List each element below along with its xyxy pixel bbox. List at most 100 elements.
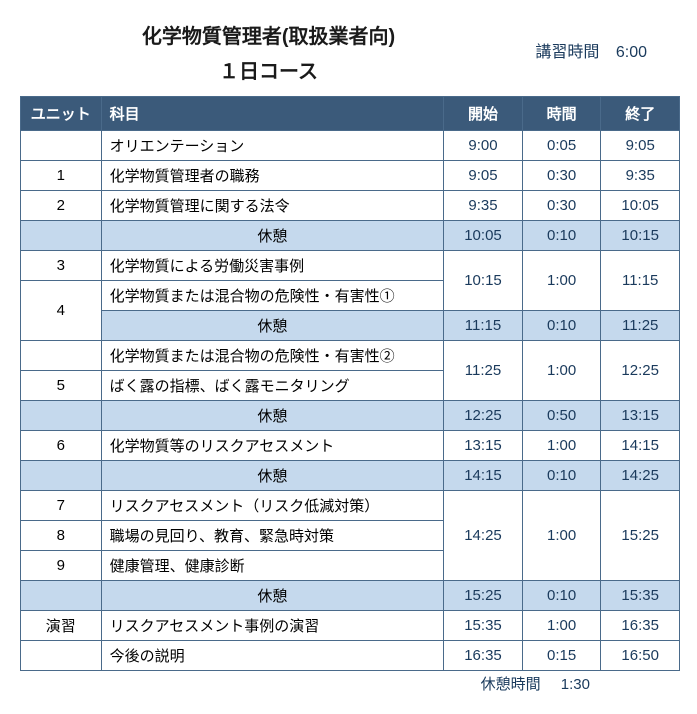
cell-unit bbox=[21, 341, 102, 371]
cell-subject: 健康管理、健康診断 bbox=[101, 551, 444, 581]
cell-unit bbox=[21, 221, 102, 251]
cell-start: 10:05 bbox=[444, 221, 523, 251]
table-row-break: 休憩14:150:1014:25 bbox=[21, 461, 680, 491]
cell-unit: 9 bbox=[21, 551, 102, 581]
cell-duration: 0:10 bbox=[522, 311, 601, 341]
title-line1: 化学物質管理者(取扱業者向) bbox=[70, 20, 467, 49]
cell-duration: 1:00 bbox=[522, 341, 601, 401]
cell-duration: 0:15 bbox=[522, 641, 601, 671]
cell-end: 15:25 bbox=[601, 491, 680, 581]
cell-end: 10:05 bbox=[601, 191, 680, 221]
cell-subject: 化学物質による労働災害事例 bbox=[101, 251, 444, 281]
cell-unit: 5 bbox=[21, 371, 102, 401]
cell-subject: 化学物質管理者の職務 bbox=[101, 161, 444, 191]
cell-end: 16:35 bbox=[601, 611, 680, 641]
cell-duration: 1:00 bbox=[522, 491, 601, 581]
cell-duration: 1:00 bbox=[522, 611, 601, 641]
cell-end: 12:25 bbox=[601, 341, 680, 401]
cell-end: 10:15 bbox=[601, 221, 680, 251]
cell-start: 15:35 bbox=[444, 611, 523, 641]
col-header-end: 終了 bbox=[601, 97, 680, 131]
cell-duration: 1:00 bbox=[522, 251, 601, 311]
table-row: 今後の説明16:350:1516:50 bbox=[21, 641, 680, 671]
table-row-break: 休憩15:250:1015:35 bbox=[21, 581, 680, 611]
col-header-start: 開始 bbox=[444, 97, 523, 131]
col-header-unit: ユニット bbox=[21, 97, 102, 131]
cell-duration: 1:00 bbox=[522, 431, 601, 461]
cell-unit bbox=[21, 131, 102, 161]
cell-subject: 休憩 bbox=[101, 221, 444, 251]
cell-subject: 化学物質等のリスクアセスメント bbox=[101, 431, 444, 461]
col-header-duration: 時間 bbox=[522, 97, 601, 131]
table-row: 3化学物質による労働災害事例10:151:0011:15 bbox=[21, 251, 680, 281]
cell-subject: オリエンテーション bbox=[101, 131, 444, 161]
cell-end: 11:25 bbox=[601, 311, 680, 341]
table-row: オリエンテーション9:000:059:05 bbox=[21, 131, 680, 161]
cell-end: 13:15 bbox=[601, 401, 680, 431]
schedule-table: ユニット 科目 開始 時間 終了 オリエンテーション9:000:059:051化… bbox=[20, 96, 680, 671]
cell-unit: 3 bbox=[21, 251, 102, 281]
table-row: 演習リスクアセスメント事例の演習15:351:0016:35 bbox=[21, 611, 680, 641]
cell-duration: 0:30 bbox=[522, 191, 601, 221]
cell-start: 11:15 bbox=[444, 311, 523, 341]
cell-subject: 休憩 bbox=[101, 311, 444, 341]
cell-duration: 0:10 bbox=[522, 461, 601, 491]
cell-subject: 職場の見回り、教育、緊急時対策 bbox=[101, 521, 444, 551]
cell-subject: リスクアセスメント（リスク低減対策） bbox=[101, 491, 444, 521]
cell-duration: 0:10 bbox=[522, 581, 601, 611]
cell-start: 9:00 bbox=[444, 131, 523, 161]
table-row-break: 休憩11:150:1011:25 bbox=[21, 311, 680, 341]
cell-unit bbox=[21, 641, 102, 671]
table-row: 6化学物質等のリスクアセスメント13:151:0014:15 bbox=[21, 431, 680, 461]
cell-start: 12:25 bbox=[444, 401, 523, 431]
footer-value: 1:30 bbox=[561, 676, 590, 693]
table-row-break: 休憩10:050:1010:15 bbox=[21, 221, 680, 251]
cell-duration: 0:50 bbox=[522, 401, 601, 431]
cell-start: 9:35 bbox=[444, 191, 523, 221]
cell-end: 9:35 bbox=[601, 161, 680, 191]
table-row: 1化学物質管理者の職務9:050:309:35 bbox=[21, 161, 680, 191]
title-block: 化学物質管理者(取扱業者向) １日コース bbox=[70, 20, 467, 84]
cell-unit bbox=[21, 461, 102, 491]
cell-end: 14:15 bbox=[601, 431, 680, 461]
cell-start: 15:25 bbox=[444, 581, 523, 611]
cell-subject: 化学物質または混合物の危険性・有害性② bbox=[101, 341, 444, 371]
cell-unit: 2 bbox=[21, 191, 102, 221]
cell-subject: 休憩 bbox=[101, 461, 444, 491]
cell-unit: 8 bbox=[21, 521, 102, 551]
cell-end: 11:15 bbox=[601, 251, 680, 311]
cell-start: 16:35 bbox=[444, 641, 523, 671]
cell-subject: 今後の説明 bbox=[101, 641, 444, 671]
cell-start: 13:15 bbox=[444, 431, 523, 461]
footer-label: 休憩時間 bbox=[481, 676, 541, 693]
cell-unit: 7 bbox=[21, 491, 102, 521]
cell-unit: 1 bbox=[21, 161, 102, 191]
cell-duration: 0:30 bbox=[522, 161, 601, 191]
cell-start: 10:15 bbox=[444, 251, 523, 311]
cell-unit: 6 bbox=[21, 431, 102, 461]
cell-unit: 4 bbox=[21, 281, 102, 341]
table-row: 化学物質または混合物の危険性・有害性②11:251:0012:25 bbox=[21, 341, 680, 371]
cell-start: 9:05 bbox=[444, 161, 523, 191]
table-header-row: ユニット 科目 開始 時間 終了 bbox=[21, 97, 680, 131]
cell-duration: 0:10 bbox=[522, 221, 601, 251]
table-body: オリエンテーション9:000:059:051化学物質管理者の職務9:050:30… bbox=[21, 131, 680, 671]
course-hours-value: 6:00 bbox=[616, 44, 647, 61]
table-row: 7リスクアセスメント（リスク低減対策）14:251:0015:25 bbox=[21, 491, 680, 521]
cell-end: 16:50 bbox=[601, 641, 680, 671]
col-header-subject: 科目 bbox=[101, 97, 444, 131]
course-hours: 講習時間 6:00 bbox=[535, 38, 647, 62]
cell-unit: 演習 bbox=[21, 611, 102, 641]
cell-end: 15:35 bbox=[601, 581, 680, 611]
cell-start: 11:25 bbox=[444, 341, 523, 401]
cell-subject: ばく露の指標、ばく露モニタリング bbox=[101, 371, 444, 401]
header: 化学物質管理者(取扱業者向) １日コース 講習時間 6:00 bbox=[20, 20, 677, 84]
cell-end: 14:25 bbox=[601, 461, 680, 491]
cell-unit bbox=[21, 581, 102, 611]
cell-subject: 化学物質または混合物の危険性・有害性① bbox=[101, 281, 444, 311]
course-hours-label: 講習時間 bbox=[535, 44, 599, 61]
cell-end: 9:05 bbox=[601, 131, 680, 161]
table-row: 2化学物質管理に関する法令9:350:3010:05 bbox=[21, 191, 680, 221]
cell-start: 14:15 bbox=[444, 461, 523, 491]
title-line2: １日コース bbox=[70, 55, 467, 84]
